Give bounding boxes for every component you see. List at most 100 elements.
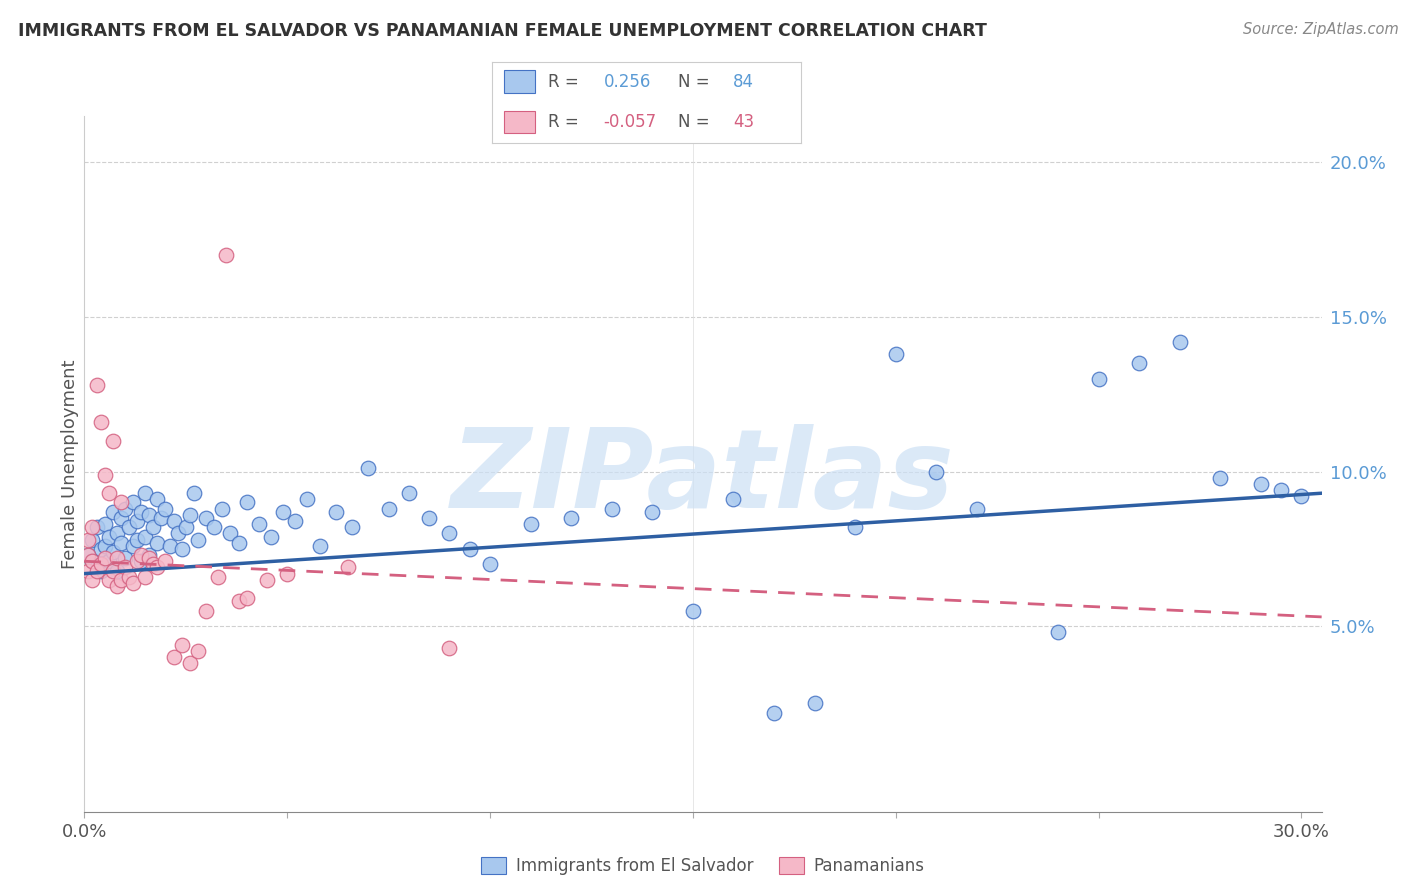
Point: [134, 529, 156, 543]
Point: [90, 415, 112, 429]
Point: [228, 594, 250, 608]
Point: [134, 570, 156, 584]
Point: [129, 548, 152, 562]
Point: [114, 501, 136, 516]
Point: [82, 554, 104, 568]
Point: [1128, 356, 1150, 370]
Point: [219, 526, 242, 541]
Point: [114, 551, 136, 566]
Point: [762, 706, 785, 720]
Point: [77, 548, 100, 562]
Point: [357, 461, 380, 475]
Point: [82, 554, 104, 568]
Point: [1250, 477, 1272, 491]
Point: [86, 564, 108, 578]
Point: [142, 558, 165, 572]
Point: [162, 514, 184, 528]
Point: [138, 508, 160, 522]
Point: [82, 573, 104, 587]
Point: [215, 248, 238, 262]
Text: N =: N =: [678, 113, 709, 131]
Point: [93, 517, 115, 532]
Point: [439, 526, 461, 541]
Point: [101, 545, 124, 559]
Point: [179, 508, 201, 522]
Point: [308, 539, 330, 553]
Point: [105, 551, 128, 566]
Point: [195, 511, 218, 525]
Point: [195, 604, 218, 618]
Point: [110, 511, 132, 525]
Point: [1168, 334, 1191, 349]
Point: [110, 573, 132, 587]
Text: -0.057: -0.057: [603, 113, 657, 131]
Point: [129, 554, 152, 568]
Point: [134, 486, 156, 500]
Point: [118, 520, 141, 534]
Point: [235, 495, 257, 509]
Point: [458, 541, 481, 556]
Point: [479, 558, 502, 572]
Point: [925, 465, 948, 479]
Point: [174, 520, 197, 534]
Point: [519, 517, 541, 532]
Point: [155, 501, 177, 516]
Point: [101, 434, 124, 448]
Point: [105, 526, 128, 541]
Point: [202, 520, 225, 534]
Text: R =: R =: [548, 73, 578, 91]
Text: 43: 43: [734, 113, 755, 131]
Point: [600, 501, 623, 516]
Text: 84: 84: [734, 73, 755, 91]
Point: [1087, 372, 1109, 386]
Point: [162, 650, 184, 665]
Point: [97, 486, 120, 500]
Point: [129, 505, 152, 519]
Point: [150, 511, 173, 525]
Point: [105, 579, 128, 593]
Point: [1291, 489, 1313, 503]
Point: [122, 539, 145, 553]
Point: [183, 486, 205, 500]
Point: [146, 560, 169, 574]
Point: [297, 492, 319, 507]
Point: [170, 541, 193, 556]
Point: [82, 520, 104, 534]
Point: [90, 564, 112, 578]
Point: [1270, 483, 1292, 497]
Point: [256, 573, 278, 587]
Point: [170, 638, 193, 652]
Point: [138, 548, 160, 562]
Point: [97, 554, 120, 568]
Point: [93, 467, 115, 482]
Point: [211, 501, 233, 516]
Point: [284, 514, 307, 528]
Point: [337, 560, 360, 574]
Point: [93, 551, 115, 566]
Point: [77, 533, 100, 547]
Y-axis label: Female Unemployment: Female Unemployment: [62, 359, 80, 568]
Text: N =: N =: [678, 73, 709, 91]
Point: [247, 517, 270, 532]
Point: [271, 505, 294, 519]
Point: [228, 535, 250, 549]
Point: [101, 564, 124, 578]
Point: [340, 520, 363, 534]
Point: [146, 492, 169, 507]
Point: [235, 591, 257, 606]
Point: [166, 526, 188, 541]
Point: [179, 657, 201, 671]
Point: [1046, 625, 1069, 640]
Point: [114, 560, 136, 574]
Point: [146, 535, 169, 549]
Point: [187, 644, 209, 658]
Point: [105, 564, 128, 578]
Point: [682, 604, 704, 618]
Legend: Immigrants from El Salvador, Panamanians: Immigrants from El Salvador, Panamanians: [472, 848, 934, 883]
Point: [398, 486, 420, 500]
Text: R =: R =: [548, 113, 578, 131]
Point: [439, 640, 461, 655]
Point: [155, 554, 177, 568]
Point: [110, 535, 132, 549]
Point: [207, 570, 229, 584]
